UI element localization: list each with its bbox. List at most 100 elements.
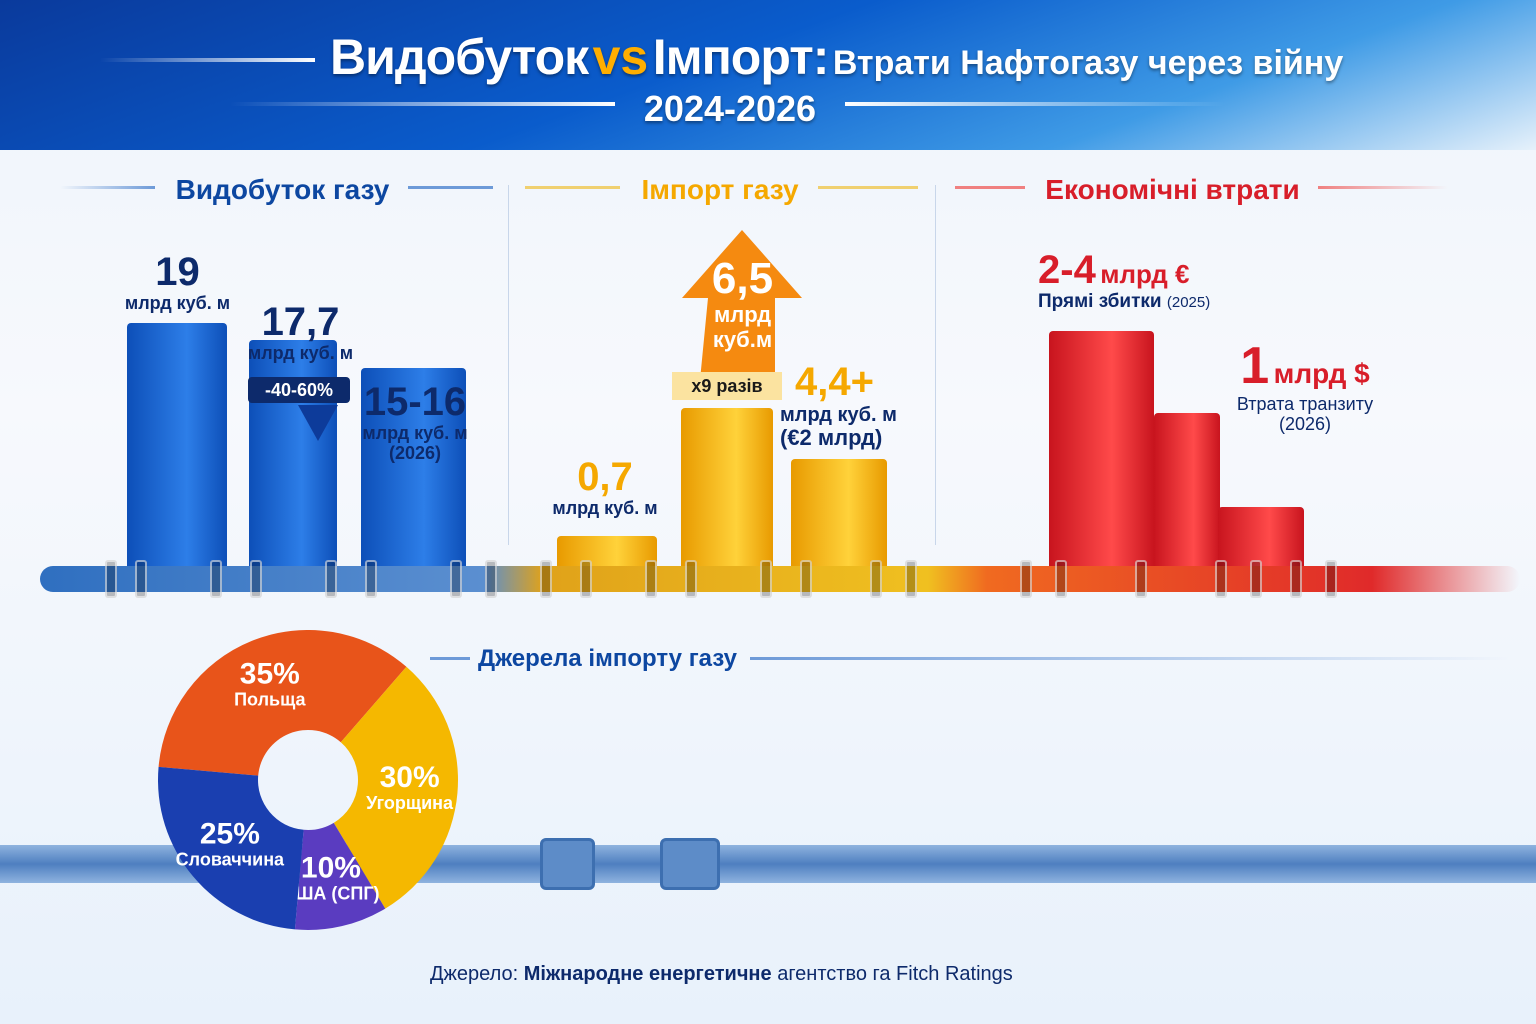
value-label: 4,4+	[795, 360, 874, 404]
divider	[750, 657, 1510, 660]
pipe-flange	[1250, 560, 1262, 598]
section-losses-title: Економічні втрати	[1045, 174, 1300, 205]
bar-label: 17,7 млрд куб. м	[238, 300, 363, 364]
pipe-flange	[645, 560, 657, 598]
divider	[1318, 186, 1448, 189]
divider	[60, 186, 155, 189]
title-vs: vs	[592, 29, 649, 85]
bar-label: 0,7 млрд куб. м	[540, 455, 670, 519]
donut-slice	[158, 766, 304, 930]
divider	[935, 185, 936, 545]
divider	[430, 657, 470, 660]
bar-label: 19 млрд куб. м	[115, 250, 240, 314]
divider	[525, 186, 620, 189]
bar	[1218, 507, 1304, 566]
unit-label: млрд куб. м	[247, 343, 354, 363]
bar	[127, 323, 227, 566]
up-arrow-icon	[682, 230, 802, 380]
pipe-flange	[1055, 560, 1067, 598]
bar	[791, 459, 887, 566]
down-arrow-icon	[298, 405, 338, 441]
slice-label: США (СПГ)	[282, 883, 379, 903]
pipe-flange	[540, 560, 552, 598]
unit-label: млрд куб. м	[552, 498, 658, 518]
desc-label: Втрата транзиту	[1236, 394, 1374, 415]
years-line-right	[845, 102, 1225, 106]
pipe-flange	[685, 560, 697, 598]
slice-label: Словаччина	[176, 850, 285, 870]
bar-label: 1 млрд $ Втрата транзиту (2026)	[1225, 337, 1385, 435]
value-label: 15-16	[363, 380, 467, 424]
note-label: (€2 млрд)	[780, 425, 883, 450]
pipe-flange	[1020, 560, 1032, 598]
unit-label: млрд куб. м	[780, 404, 897, 426]
slice-label: Угорщина	[366, 793, 454, 813]
valve-icon	[660, 838, 720, 890]
note-label: (2026)	[1278, 413, 1332, 434]
title-part3: Втрати Нафтогазу через війну	[832, 44, 1344, 82]
pipeline	[40, 566, 1520, 592]
divider	[508, 185, 509, 545]
pipe-flange	[760, 560, 772, 598]
value-label: 6,5	[711, 254, 774, 303]
pipe-flange	[210, 560, 222, 598]
value-label: 2-4	[1038, 248, 1096, 292]
bar-label: 4,4+ млрд куб. м (€2 млрд)	[780, 360, 910, 450]
donut-chart: 35%Польща 30%Угорщина 10%США (СПГ) 25%Слова…	[158, 630, 459, 930]
pipe-flange	[905, 560, 917, 598]
bar	[557, 536, 657, 566]
pipe-flange	[325, 560, 337, 598]
years-subtitle: 2024-2026	[643, 88, 817, 129]
slice-label: 10%	[301, 851, 361, 884]
pipe-flange	[1215, 560, 1227, 598]
section-sources-title: Джерела імпорту газу	[477, 645, 738, 672]
pipe-flange	[870, 560, 882, 598]
desc-label: Прямі збитки	[1038, 291, 1162, 312]
slice-label: 30%	[380, 761, 440, 794]
pipe-flange	[800, 560, 812, 598]
value-label: 1	[1240, 337, 1270, 395]
pipe-flange	[1290, 560, 1302, 598]
divider	[955, 186, 1025, 189]
footer-prefix: Джерело:	[430, 963, 519, 985]
pipe-flange	[250, 560, 262, 598]
donut-slice	[158, 630, 407, 776]
years-line-left	[230, 102, 615, 106]
title-line-left	[100, 58, 315, 62]
unit-label: млрд €	[1100, 259, 1190, 289]
unit-label: млрд куб. м	[124, 293, 231, 313]
value-label: 17,7	[261, 300, 340, 344]
slice-label: 25%	[200, 818, 260, 851]
note-label: (2026)	[388, 442, 442, 463]
slice-label: 35%	[240, 657, 300, 690]
bar	[681, 408, 773, 566]
unit-label: млрд куб.м	[712, 302, 773, 352]
title-part1: Видобуток	[330, 29, 589, 85]
page-title: Видобуток vs Імпорт: Втрати Нафтогазу че…	[330, 28, 1343, 86]
pipe-flange	[485, 560, 497, 598]
section-import-title: Імпорт газу	[641, 174, 799, 205]
slice-label: Польща	[234, 689, 306, 709]
bar	[1154, 413, 1220, 566]
bar-label: 6,5 млрд куб.м	[680, 254, 805, 352]
pipe-flange	[365, 560, 377, 598]
source-footer: Джерело: Міжнародне енергетичне агентств…	[430, 963, 1013, 986]
unit-label: млрд куб. м	[362, 423, 468, 443]
section-production-title: Видобуток газу	[175, 174, 390, 205]
title-part2: Імпорт:	[652, 29, 830, 85]
bar	[361, 367, 466, 566]
donut-slice	[333, 666, 459, 909]
header-banner	[0, 0, 1536, 150]
divider	[818, 186, 918, 189]
valve-icon	[540, 838, 595, 890]
bar-label: 15-16 млрд куб. м (2026)	[350, 380, 480, 464]
bar	[1049, 331, 1154, 566]
footer-rest: агентство га Fitch Ratings	[777, 963, 1013, 985]
pipe-flange	[1325, 560, 1337, 598]
bar-label: 2-4 млрд € Прямі збитки (2025)	[1038, 248, 1210, 313]
pipe-flange	[450, 560, 462, 598]
pipe-flange	[580, 560, 592, 598]
footer-bold: Міжнародне енергетичне	[523, 963, 772, 985]
decline-badge: -40-60%	[248, 377, 350, 403]
pipe-flange	[135, 560, 147, 598]
